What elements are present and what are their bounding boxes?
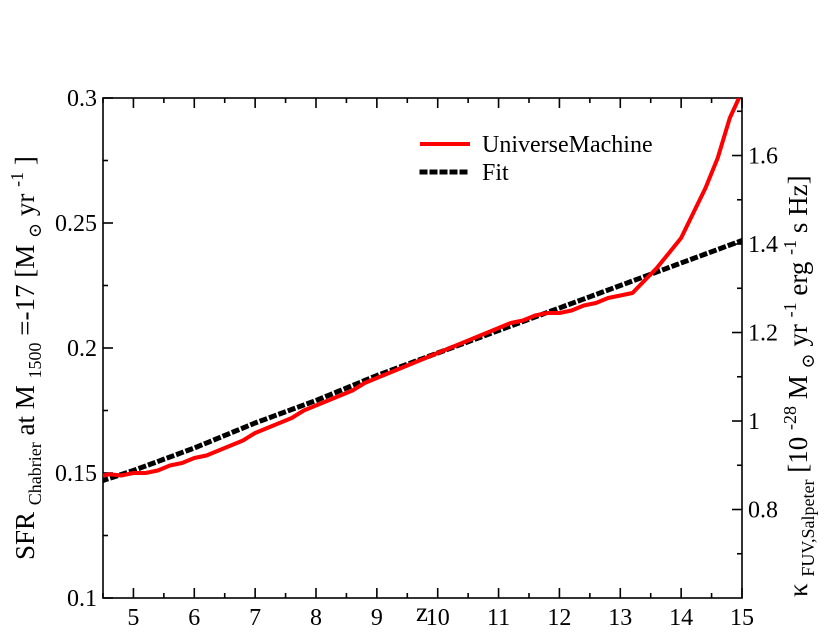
y-left-tick-label: 0.25	[55, 211, 97, 237]
legend-label-universemachine: UniverseMachine	[482, 132, 653, 158]
x-tick-label: 7	[249, 605, 261, 631]
ylabel-right-sup3: -1	[780, 240, 800, 255]
ylabel-right-odot: ⊙	[798, 353, 818, 368]
y-axis-right: 0.8 1 1.2 1.4 1.6	[732, 110, 778, 555]
ylabel-right-yr: yr	[783, 324, 813, 347]
ylabel-left-rest: =-17 [M	[10, 245, 40, 336]
y-right-tick-label: 1.4	[748, 232, 778, 258]
y-left-tick-label: 0.3	[67, 86, 97, 112]
ylabel-left-sub2: 1500	[25, 342, 45, 378]
x-tick-label: 11	[487, 605, 510, 631]
x-tick-label: 6	[188, 605, 200, 631]
y-left-tick-label: 0.1	[67, 586, 97, 612]
x-tick-label: 12	[547, 605, 571, 631]
legend: UniverseMachine Fit	[419, 132, 653, 186]
y-right-tick-label: 0.8	[748, 498, 778, 524]
x-tick-label: 8	[310, 605, 322, 631]
x-tick-label: 14	[669, 605, 693, 631]
x-tick-label: 9	[371, 605, 383, 631]
y-right-tick-label: 1.2	[748, 321, 778, 347]
x-tick-label: 10	[426, 605, 450, 631]
ylabel-left-main: SFR	[10, 512, 40, 560]
ylabel-left-mid: at M	[10, 385, 40, 435]
y-left-tick-label: 0.15	[55, 461, 97, 487]
series-line-fit	[103, 237, 742, 484]
x-tick-label: 15	[730, 605, 754, 631]
ylabel-left-sup: -1	[7, 172, 27, 187]
y-axis-left: 0.1 0.15 0.2 0.25 0.3	[55, 86, 113, 612]
ylabel-right-m: M	[783, 375, 813, 399]
ylabel-right-open: [10	[783, 437, 813, 473]
x-axis-title: z	[416, 597, 428, 627]
ylabel-left-sub: Chabrier	[25, 442, 45, 505]
ylabel-right-sup: -28	[780, 406, 800, 430]
y-axis-left-title: SFR Chabrier at M 1500 =-17 [M ⊙ yr -1 ]	[0, 156, 47, 560]
legend-label-fit: Fit	[482, 160, 509, 186]
ylabel-left-odot: ⊙	[25, 223, 45, 238]
ylabel-right-sup2: -1	[780, 302, 800, 317]
x-axis: 5 6 7 8 9 10 11 12 13 14 15	[102, 98, 754, 631]
series-line-universemachine	[103, 98, 741, 478]
y-right-tick-label: 1	[748, 409, 760, 435]
ylabel-right-kappa: κ	[783, 583, 813, 597]
ylabel-left-yr: yr	[10, 194, 40, 217]
y-left-tick-label: 0.2	[67, 336, 97, 362]
x-tick-label: 13	[608, 605, 632, 631]
ylabel-right-close: s Hz]	[783, 175, 813, 233]
ylabel-left-close: ]	[10, 156, 40, 165]
y-right-tick-label: 1.6	[748, 144, 778, 170]
plot-area	[103, 98, 742, 484]
ylabel-right-erg: erg	[783, 262, 813, 296]
ylabel-right-sub: FUV,Salpeter	[798, 479, 818, 576]
y-axis-right-title: κ FUV,Salpeter [10 -28 M ⊙ yr -1 erg -1 …	[772, 175, 820, 597]
x-tick-label: 5	[127, 605, 139, 631]
